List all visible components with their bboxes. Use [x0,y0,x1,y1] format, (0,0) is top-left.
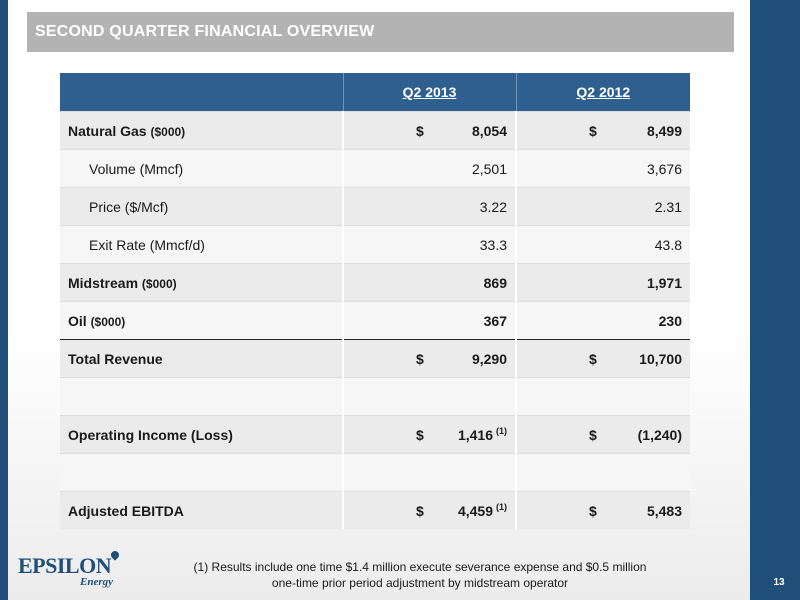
dollar-sign: $ [589,350,597,367]
table-row: Oil ($000) 367 230 [60,301,690,340]
row-label: Exit Rate (Mmcf/d) [60,225,343,264]
row-label: Midstream ($000) [60,263,343,302]
footnote-line-2: one-time prior period adjustment by mids… [271,576,569,590]
table-row: Volume (Mmcf) 2,501 3,676 [60,149,690,188]
dollar-sign: $ [416,122,424,139]
table-row: Total Revenue $9,290 $10,700 [60,339,690,378]
cell-q2-2012: $10,700 [515,339,690,378]
dollar-sign: $ [416,426,424,443]
footnote-ref: (1) [496,501,507,512]
value: 367 [483,312,507,329]
cell-q2-2012: $5,483 [515,491,690,529]
cell-q2-2012: 2.31 [515,187,690,226]
cell-q2-2013: $8,054 [342,111,516,150]
left-accent-bar [0,0,8,600]
cell-q2-2012: $ (1,240) [515,415,690,454]
footnote: (1) Results include one time $1.4 millio… [160,559,680,591]
value: 33.3 [479,236,507,253]
dollar-sign: $ [589,502,597,519]
cell-q2-2012 [515,377,690,416]
row-label: Oil ($000) [60,301,343,340]
table-row [60,377,690,416]
row-unit: ($000) [150,124,186,139]
row-unit: ($000) [141,276,177,291]
cell-q2-2012: $8,499 [515,111,690,150]
value-with-note: 1,416 (1) [457,425,507,443]
row-label: Price ($/Mcf) [60,187,343,226]
dollar-sign: $ [589,426,597,443]
dollar-sign: $ [589,122,597,139]
table-row: Adjusted EBITDA $4,459 (1) $5,483 [60,491,690,529]
row-label: Operating Income (Loss) [60,415,343,454]
column-header-label [60,73,343,112]
value: 2.31 [654,198,682,215]
footnote-line-1: (1) Results include one time $1.4 millio… [193,560,647,574]
value: 8,054 [471,122,507,139]
table-row: Price ($/Mcf) 3.22 2.31 [60,187,690,226]
right-accent-bar [750,0,800,600]
title-bar: SECOND QUARTER FINANCIAL OVERVIEW [27,12,734,52]
value: 1,971 [646,274,682,291]
cell-q2-2012: 3,676 [515,149,690,188]
logo-wordmark: EPSILON [18,553,112,578]
value: 230 [658,312,682,329]
slide-title: SECOND QUARTER FINANCIAL OVERVIEW [35,23,375,40]
row-label-text: Natural Gas [68,122,147,139]
table-row: Exit Rate (Mmcf/d) 33.3 43.8 [60,225,690,264]
financial-table: Q2 2013 Q2 2012 Natural Gas ($000) $8,05… [60,73,690,529]
row-label-text: Oil [68,312,87,329]
value: 5,483 [646,502,682,519]
cell-q2-2013: 367 [342,301,516,340]
cell-q2-2012: 230 [515,301,690,340]
value: 1,416 [457,426,493,443]
value-with-note: 4,459 (1) [457,501,507,519]
cell-q2-2013: 869 [342,263,516,302]
cell-q2-2013: 3.22 [342,187,516,226]
value: 43.8 [654,236,682,253]
row-label [60,453,343,492]
row-label: Natural Gas ($000) [60,111,343,150]
footnote-ref: (1) [496,425,507,436]
value: 8,499 [646,122,682,139]
table-header-row: Q2 2013 Q2 2012 [60,73,690,112]
value: 3,676 [646,160,682,177]
row-label [60,377,343,416]
dollar-sign: $ [416,502,424,519]
cell-q2-2012: 1,971 [515,263,690,302]
table-row [60,453,690,492]
table-row: Natural Gas ($000) $8,054 $8,499 [60,111,690,150]
row-label: Total Revenue [60,339,343,378]
value: 869 [483,274,507,291]
column-header-q2-2012: Q2 2012 [515,73,690,112]
table-row: Operating Income (Loss) $1,416 (1) $ (1,24… [60,415,690,454]
table-row: Midstream ($000) 869 1,971 [60,263,690,302]
epsilon-energy-logo: EPSILON Energy [18,549,130,593]
column-header-q2-2013: Q2 2013 [342,73,516,112]
cell-q2-2013 [342,377,516,416]
value: 9,290 [471,350,507,367]
logo-subtitle: Energy [80,576,113,588]
cell-q2-2013: 2,501 [342,149,516,188]
value: 4,459 [457,502,493,519]
value: 3.22 [479,198,507,215]
row-label: Adjusted EBITDA [60,491,343,529]
row-unit: ($000) [90,314,126,329]
cell-q2-2013: 33.3 [342,225,516,264]
row-label: Volume (Mmcf) [60,149,343,188]
value: 2,501 [471,160,507,177]
row-label-text: Midstream [68,274,139,291]
cell-q2-2013: $1,416 (1) [342,415,516,454]
cell-q2-2013 [342,453,516,492]
value: (1,240) [637,426,682,443]
dollar-sign: $ [416,350,424,367]
value: 10,700 [639,350,682,367]
cell-q2-2012 [515,453,690,492]
cell-q2-2013: $4,459 (1) [342,491,516,529]
cell-q2-2012: 43.8 [515,225,690,264]
cell-q2-2013: $9,290 [342,339,516,378]
page-number: 13 [773,577,785,588]
